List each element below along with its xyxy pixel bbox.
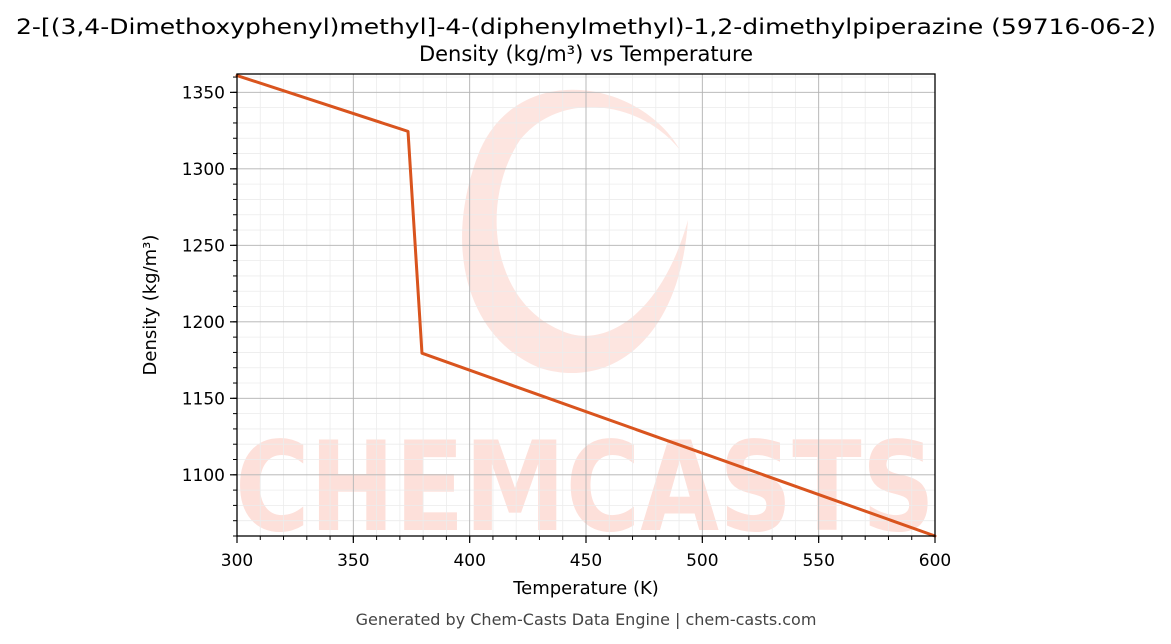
x-tick-label: 500	[686, 551, 718, 571]
watermark: CHEMCASTS	[235, 89, 935, 560]
y-tick-label: 1200	[182, 313, 225, 333]
y-tick-label: 1250	[182, 236, 225, 256]
x-tick-labels: 300 350 400 450 500 550 600	[221, 551, 951, 571]
chart-subtitle: Density (kg/m³) vs Temperature	[419, 42, 753, 66]
y-tick-labels: 1100 1150 1200 1250 1300 1350	[182, 83, 225, 485]
x-axis-label: Temperature (K)	[512, 578, 659, 599]
x-tick-label: 300	[221, 551, 253, 571]
watermark-logo-icon	[462, 89, 688, 374]
x-tick-label: 600	[919, 551, 951, 571]
footer-credit: Generated by Chem-Casts Data Engine | ch…	[356, 610, 817, 629]
series-layer	[235, 74, 937, 538]
y-tick-label: 1100	[182, 466, 225, 486]
x-tick-label: 550	[802, 551, 834, 571]
chart-title: 2-[(3,4-Dimethoxyphenyl)methyl]-4-(diphe…	[16, 15, 1156, 39]
y-axis-label: Density (kg/m³)	[140, 235, 161, 376]
x-tick-label: 350	[337, 551, 369, 571]
ticks	[230, 76, 936, 543]
y-tick-label: 1350	[182, 83, 225, 103]
watermark-text: CHEMCASTS	[235, 416, 935, 560]
series-line-0	[235, 74, 937, 538]
y-tick-label: 1300	[182, 160, 225, 180]
x-tick-label: 400	[453, 551, 485, 571]
y-tick-label: 1150	[182, 389, 225, 409]
x-tick-label: 450	[570, 551, 602, 571]
